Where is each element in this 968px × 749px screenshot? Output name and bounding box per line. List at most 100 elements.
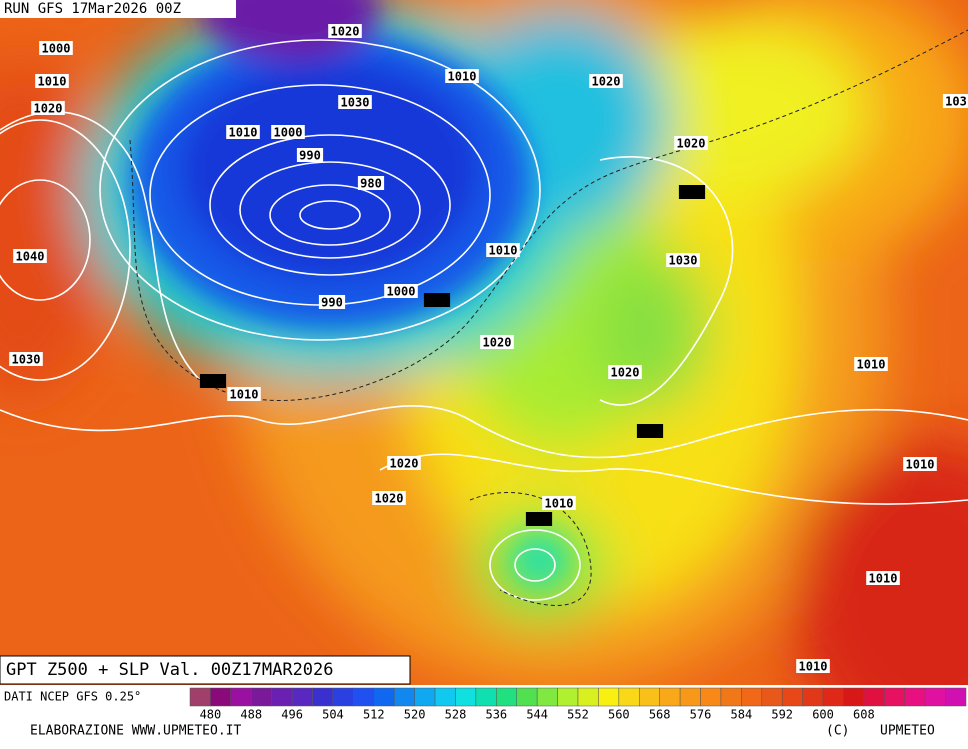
colorbar-swatch <box>659 687 681 707</box>
contour-label: 1020 <box>375 492 404 506</box>
colorbar-swatch <box>373 687 395 707</box>
colorbar-swatch <box>618 687 640 707</box>
contour-label-bg <box>674 136 708 150</box>
title-box <box>0 655 411 685</box>
colorbar-swatch <box>536 687 558 707</box>
contour-label: 1000 <box>274 126 303 140</box>
contour-label-bg <box>372 491 406 505</box>
contour-label-bg <box>227 387 261 401</box>
contour-label-bg <box>589 74 623 88</box>
colorbar-tick-label: 512 <box>363 708 385 722</box>
contour-label-bg <box>384 284 418 298</box>
contour-label-bg <box>318 295 346 309</box>
colorbar-swatch <box>332 687 354 707</box>
contour-label-bg <box>542 496 576 510</box>
contour-label-bg <box>903 457 937 471</box>
contour-label-bg <box>445 69 479 83</box>
contour-label: 552 <box>426 294 448 308</box>
contour-label: 1020 <box>611 366 640 380</box>
contour-label: 1010 <box>230 388 259 402</box>
colorbar-swatch <box>496 687 517 707</box>
contour-label-bg <box>796 659 830 673</box>
contour-label-bg <box>423 293 451 307</box>
colorbar-tick-label: 520 <box>404 708 426 722</box>
contour-label-bg <box>9 352 43 366</box>
colorbar-swatch <box>945 687 967 707</box>
colorbar-swatch <box>598 687 620 707</box>
contour-label: 1020 <box>592 75 621 89</box>
colorbar-swatch <box>312 687 334 707</box>
contour-label-bg <box>854 357 888 371</box>
contour-label: 1030 <box>12 353 41 367</box>
contour-label-bg <box>39 41 73 55</box>
contour-label: 1010 <box>857 358 886 372</box>
contour-label-bg <box>486 243 520 257</box>
run-box <box>0 0 236 18</box>
colorbar-swatch <box>720 687 742 707</box>
contour-label: 1020 <box>390 457 419 471</box>
contour-label: 1030 <box>341 96 370 110</box>
contour-label: 1010 <box>545 497 574 511</box>
contour-label: 1040 <box>16 250 45 264</box>
contour-label: 1010 <box>229 126 258 140</box>
colorbar-swatch <box>884 687 905 707</box>
colorbar-swatch <box>781 687 803 707</box>
colorbar-tick-label: 608 <box>853 708 875 722</box>
colorbar-swatch <box>434 687 456 707</box>
colorbar-swatch <box>414 687 436 707</box>
contour-label: 990 <box>321 296 343 310</box>
colorbar-tick-label: 600 <box>812 708 834 722</box>
contour-label: 1030 <box>669 254 698 268</box>
contour-label: 552 <box>681 186 703 200</box>
contour-label-bg <box>636 424 664 438</box>
contour-label: 980 <box>360 177 382 191</box>
contour-label-bg <box>296 148 324 162</box>
colorbar: 480 488 496 504 512 520 528 536 544 552 560 568 576 5… <box>189 687 967 722</box>
colorbar-tick-label: 504 <box>322 708 344 722</box>
contour-label: 1010 <box>906 458 935 472</box>
contour-label: 1010 <box>799 660 828 674</box>
contour-label-bg <box>35 74 69 88</box>
contour-label: 1010 <box>869 572 898 586</box>
colorbar-swatch <box>679 687 701 707</box>
colorbar-tick-label: 552 <box>567 708 589 722</box>
contour-label-bg <box>678 185 706 199</box>
colorbar-swatch <box>353 687 375 707</box>
colorbar-swatch <box>557 687 579 707</box>
contour-label-bg <box>328 24 362 38</box>
colorbar-swatch <box>863 687 885 707</box>
colorbar-tick-label: 576 <box>690 708 712 722</box>
contour-label: 1020 <box>331 25 360 39</box>
colorbar-swatch <box>761 687 783 707</box>
contour-label-bg <box>357 176 385 190</box>
run-label: RUN GFS 17Mar2026 00Z <box>4 1 181 17</box>
colorbar-tick-label: 536 <box>485 708 507 722</box>
contour-label: 552 <box>202 375 224 389</box>
colorbar-swatch <box>802 687 824 707</box>
contour-label: 1020 <box>34 102 63 116</box>
colorbar-swatch <box>251 687 272 707</box>
isobars <box>0 39 968 601</box>
colorbar-swatch <box>189 687 211 707</box>
contour-label: 1020 <box>483 336 512 350</box>
copyright: (C) <box>826 724 849 739</box>
contour-label: 1020 <box>677 137 706 151</box>
contour-label: 990 <box>299 149 321 163</box>
colorbar-swatch <box>577 687 599 707</box>
contour-label: 1000 <box>387 285 416 299</box>
contour-label-bg <box>13 249 47 263</box>
colorbar-swatch <box>924 687 946 707</box>
contour-label-bg <box>271 125 305 139</box>
contour-label: 1010 <box>448 70 477 84</box>
contour-label-bg <box>387 456 421 470</box>
contour-label: 1010 <box>489 244 518 258</box>
contour-label-bg <box>480 335 514 349</box>
colorbar-tick-label: 488 <box>240 708 262 722</box>
contour-label-bg <box>31 101 65 115</box>
contour-label-bg <box>608 365 642 379</box>
contour-label-bg <box>199 374 227 388</box>
colorbar-swatch <box>291 687 313 707</box>
colorbar-swatch <box>271 687 293 707</box>
